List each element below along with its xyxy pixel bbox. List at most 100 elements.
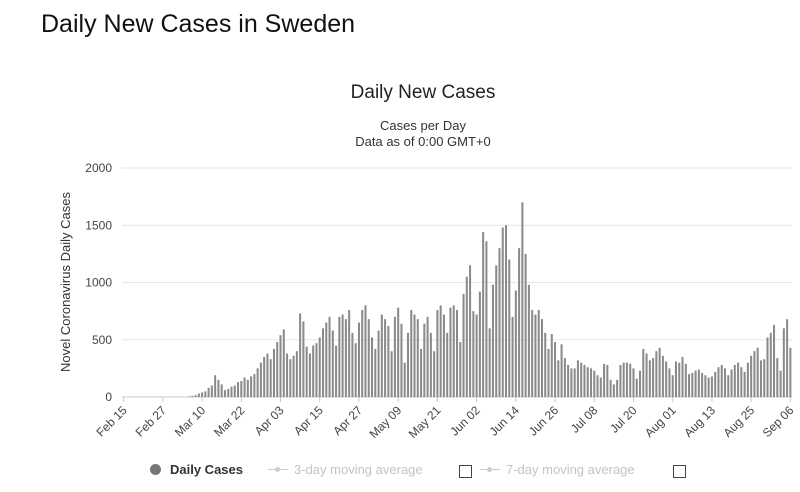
bar — [730, 369, 733, 397]
bar — [420, 348, 423, 397]
bar — [230, 386, 233, 397]
x-tick-label: Aug 01 — [642, 403, 679, 440]
bar — [540, 319, 543, 397]
legend-item-daily-cases[interactable]: Daily Cases — [150, 462, 243, 477]
bar — [335, 345, 338, 397]
bar — [423, 323, 426, 397]
bar — [674, 361, 677, 397]
bar — [671, 375, 674, 397]
x-tick-label: Mar 10 — [172, 403, 209, 440]
bar — [501, 227, 504, 397]
bar — [723, 368, 727, 398]
bar — [197, 393, 200, 397]
bar — [220, 384, 223, 397]
bar — [635, 378, 638, 397]
bar — [351, 332, 354, 397]
x-tick-label: Mar 22 — [211, 403, 248, 440]
7-day-average-checkbox[interactable] — [673, 465, 686, 478]
bar — [328, 316, 331, 397]
bar — [478, 291, 481, 397]
bar — [253, 374, 256, 397]
bar — [318, 337, 321, 397]
bar — [511, 316, 514, 397]
legend-label: 3-day moving average — [294, 462, 423, 477]
bar — [609, 379, 612, 397]
bar — [223, 390, 226, 397]
chart-title: Daily New Cases — [350, 82, 496, 103]
bar — [766, 337, 769, 397]
x-tick-label: Feb 15 — [93, 403, 130, 440]
bar — [573, 368, 576, 398]
x-tick-label: Aug 25 — [720, 403, 757, 440]
bar — [210, 385, 213, 397]
bar — [214, 375, 217, 397]
bar — [475, 314, 478, 397]
bar — [508, 259, 511, 397]
x-tick-label: May 09 — [367, 403, 405, 441]
bar — [289, 359, 292, 397]
bar — [433, 351, 436, 397]
bar — [622, 362, 625, 397]
bar — [697, 369, 700, 397]
bar — [756, 347, 759, 397]
bar — [779, 370, 782, 397]
bar — [361, 309, 364, 397]
bar — [377, 330, 380, 397]
daily-cases-chart: Feb 15 Feb 27 Mar 10 Mar 22 Apr 03 Apr 15 Apr … — [58, 161, 800, 441]
bar — [576, 360, 579, 397]
bar — [789, 347, 792, 397]
bar — [357, 322, 360, 397]
bar — [681, 356, 684, 397]
bar — [485, 241, 488, 397]
legend-label: 7-day moving average — [506, 462, 635, 477]
x-tick-label: Feb 27 — [133, 403, 170, 440]
x-tick-label: Jun 14 — [487, 403, 523, 439]
bar — [371, 337, 374, 397]
bar — [727, 375, 730, 397]
bar — [266, 353, 269, 397]
bar — [331, 330, 334, 397]
page-title: Daily New Cases in Sweden — [41, 10, 356, 38]
bar — [746, 362, 749, 397]
x-tick-label: May 21 — [406, 403, 444, 441]
bar — [279, 335, 282, 397]
bar — [570, 368, 573, 398]
bar — [204, 391, 207, 397]
x-tick-label: Jun 26 — [526, 403, 562, 439]
x-axis: Feb 15 Feb 27 Mar 10 Mar 22 Apr 03 Apr 15 Apr … — [93, 397, 800, 441]
bar — [557, 360, 560, 397]
bar — [295, 351, 298, 397]
bar — [527, 284, 530, 397]
x-tick-label: Apr 15 — [291, 403, 326, 438]
bar — [737, 362, 740, 397]
bar — [491, 284, 494, 397]
bar — [589, 368, 593, 398]
bar — [315, 343, 318, 397]
legend-item-7-day-average[interactable]: 7-day moving average — [480, 462, 635, 477]
bar — [537, 309, 540, 397]
bar — [406, 332, 409, 397]
bar — [292, 355, 295, 397]
bar — [397, 307, 400, 397]
bar — [237, 382, 240, 397]
3-day-average-checkbox[interactable] — [459, 465, 472, 478]
x-tick-label: Jul 20 — [607, 403, 640, 436]
bar — [544, 332, 547, 397]
bar — [514, 290, 517, 397]
bar — [759, 360, 762, 397]
x-tick-label: Apr 27 — [330, 403, 365, 438]
bar — [227, 388, 230, 397]
bar — [665, 361, 668, 397]
bar — [560, 344, 563, 397]
legend-item-3-day-average[interactable]: 3-day moving average — [268, 462, 423, 477]
bar — [625, 362, 628, 397]
bar — [472, 311, 475, 398]
bar — [498, 248, 501, 397]
bar — [534, 314, 537, 397]
bar — [554, 342, 557, 397]
bar — [455, 309, 459, 397]
bar — [452, 305, 455, 397]
bar — [390, 351, 393, 397]
bar — [305, 346, 308, 397]
line-marker-icon — [268, 464, 288, 475]
